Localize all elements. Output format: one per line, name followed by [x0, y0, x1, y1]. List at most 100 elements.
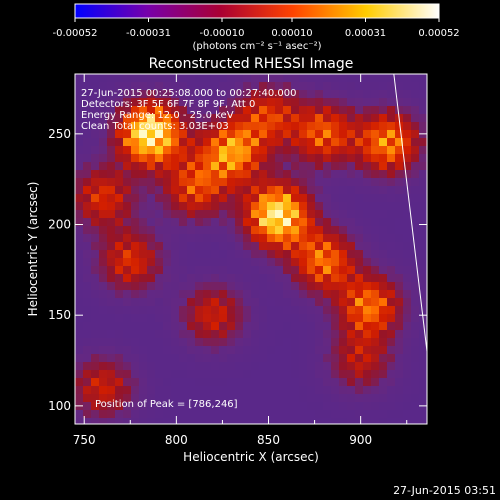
- heatmap-cell: [227, 410, 235, 418]
- heatmap-cell: [395, 186, 403, 194]
- heatmap-cell: [219, 250, 227, 258]
- heatmap-cell: [411, 354, 419, 362]
- heatmap-cell: [339, 242, 347, 250]
- heatmap-cell: [147, 362, 155, 370]
- heatmap-cell: [235, 122, 243, 130]
- heatmap-cell: [291, 106, 299, 114]
- heatmap-cell: [251, 170, 259, 178]
- heatmap-cell: [219, 282, 227, 290]
- heatmap-cell: [275, 378, 283, 386]
- heatmap-cell: [131, 418, 139, 424]
- heatmap-cell: [99, 314, 107, 322]
- heatmap-cell: [363, 314, 371, 322]
- heatmap-cell: [107, 402, 115, 410]
- heatmap-cell: [307, 322, 315, 330]
- heatmap-cell: [107, 418, 115, 424]
- heatmap-cell: [91, 218, 99, 226]
- heatmap-cell: [331, 202, 339, 210]
- heatmap-cell: [243, 218, 251, 226]
- heatmap-cell: [379, 370, 387, 378]
- heatmap-cell: [395, 226, 403, 234]
- heatmap-cell: [195, 154, 203, 162]
- heatmap-cell: [355, 282, 363, 290]
- heatmap-cell: [187, 282, 195, 290]
- heatmap-cell: [195, 362, 203, 370]
- heatmap-cell: [75, 314, 83, 322]
- heatmap-cell: [259, 274, 267, 282]
- heatmap-cell: [387, 378, 395, 386]
- heatmap-cell: [99, 186, 107, 194]
- heatmap-cell: [227, 378, 235, 386]
- heatmap-cell: [131, 266, 139, 274]
- heatmap-cell: [331, 234, 339, 242]
- heatmap-cell: [259, 290, 267, 298]
- heatmap-cell: [307, 250, 315, 258]
- heatmap-cell: [347, 274, 355, 282]
- heatmap-cell: [139, 410, 147, 418]
- heatmap-cell: [395, 394, 403, 402]
- heatmap-cell: [259, 402, 267, 410]
- heatmap-cell: [227, 202, 235, 210]
- heatmap-cell: [107, 378, 115, 386]
- heatmap-cell: [323, 306, 331, 314]
- heatmap-cell: [251, 226, 259, 234]
- heatmap-cell: [91, 154, 99, 162]
- heatmap-cell: [147, 258, 155, 266]
- heatmap-cell: [347, 242, 355, 250]
- heatmap-cell: [83, 242, 91, 250]
- heatmap-cell: [267, 186, 275, 194]
- heatmap-cell: [275, 314, 283, 322]
- heatmap-cell: [139, 354, 147, 362]
- heatmap-cell: [115, 346, 123, 354]
- heatmap-cell: [395, 298, 403, 306]
- heatmap-cell: [227, 266, 235, 274]
- heatmap-cell: [419, 274, 427, 282]
- heatmap-cell: [395, 386, 403, 394]
- heatmap-cell: [339, 314, 347, 322]
- heatmap-cell: [163, 410, 171, 418]
- heatmap-cell: [83, 258, 91, 266]
- heatmap-cell: [371, 114, 379, 122]
- heatmap-cell: [411, 306, 419, 314]
- heatmap-cell: [139, 130, 147, 138]
- heatmap-cell: [235, 386, 243, 394]
- heatmap-cell: [267, 202, 275, 210]
- heatmap-cell: [227, 258, 235, 266]
- heatmap-cell: [331, 154, 339, 162]
- heatmap-cell: [83, 298, 91, 306]
- heatmap-cell: [331, 314, 339, 322]
- heatmap-cell: [203, 378, 211, 386]
- heatmap-cell: [235, 242, 243, 250]
- heatmap-cell: [251, 90, 259, 98]
- heatmap-cell: [387, 234, 395, 242]
- heatmap-cell: [147, 314, 155, 322]
- heatmap-cell: [155, 386, 163, 394]
- heatmap-cell: [251, 370, 259, 378]
- heatmap-cell: [115, 186, 123, 194]
- heatmap-cell: [147, 82, 155, 90]
- heatmap-cell: [379, 138, 387, 146]
- heatmap-cell: [403, 242, 411, 250]
- heatmap-cell: [379, 402, 387, 410]
- heatmap-cell: [131, 306, 139, 314]
- heatmap-cell: [315, 394, 323, 402]
- heatmap-cell: [179, 186, 187, 194]
- heatmap-cell: [347, 90, 355, 98]
- heatmap-cell: [315, 242, 323, 250]
- heatmap-cell: [323, 298, 331, 306]
- heatmap-cell: [395, 266, 403, 274]
- heatmap-cell: [235, 234, 243, 242]
- heatmap-cell: [179, 122, 187, 130]
- heatmap-cell: [419, 370, 427, 378]
- heatmap-cell: [299, 122, 307, 130]
- heatmap-cell: [99, 418, 107, 424]
- heatmap-cell: [187, 330, 195, 338]
- heatmap-cell: [339, 178, 347, 186]
- heatmap-cell: [187, 130, 195, 138]
- heatmap-cell: [259, 370, 267, 378]
- heatmap-cell: [195, 410, 203, 418]
- heatmap-cell: [235, 394, 243, 402]
- heatmap-cell: [163, 114, 171, 122]
- heatmap-cell: [275, 242, 283, 250]
- heatmap-cell: [291, 82, 299, 90]
